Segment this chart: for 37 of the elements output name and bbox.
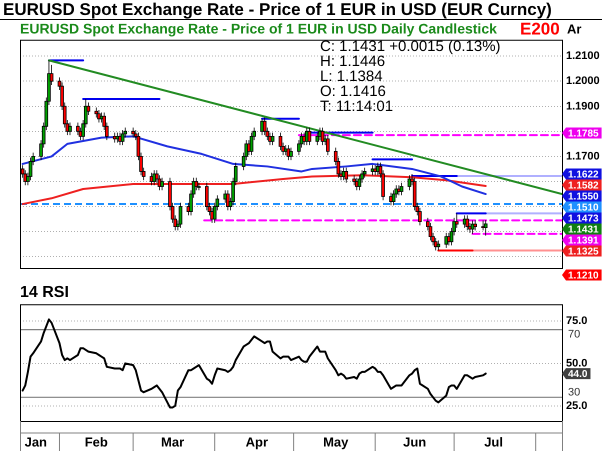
text: 1.1325 [568,246,600,258]
y-tick-label: 1.2000 [566,75,600,88]
y-tick-label: 1.1700 [566,150,600,162]
annotation: 44.0 [568,368,588,380]
text: Ar [567,22,582,37]
text: 1.1785 [568,128,600,140]
annotation: O: 1.1416 [320,83,386,100]
x-tick-label: May [323,434,350,450]
y-tick-label: 1.2100 [566,50,600,62]
annotation: H: 1.1446 [320,53,386,70]
text: 1.1210 [568,270,600,282]
x-tick-label: Apr [246,434,268,450]
text: 1.1622 [568,169,600,180]
text: 1.1391 [568,235,600,246]
text: 1.1473 [568,213,600,224]
x-tick-label: Mar [161,434,184,450]
text: 1.1431 [568,224,600,236]
annotation: L: 1.1384 [320,68,383,86]
chart-title: 14 RSI [20,284,69,302]
annotation: C: 1.1431 +0.0015 (0.13%) [320,38,501,56]
annotation: T: 11:14:01 [320,98,394,116]
y-tick-label: 75.0 [566,315,588,328]
chart-subtitle: EURUSD Spot Exchange Rate - Price of 1 EUR in USD Daily Candlestick [20,20,498,36]
chart-title: EURUSD Spot Exchange Rate - Price of 1 EUR in USD (EUR Curncy) [0,0,602,20]
x-tick-label: Feb [84,434,108,450]
ref-line-label: 70 [568,328,580,341]
x-tick-label: Jan [24,434,48,450]
ref-line-label: 1.1510 [568,202,600,214]
x-tick-label: Jun [403,434,426,450]
y-tick-label: 25.0 [566,400,588,412]
text: E200 [520,20,560,39]
y-tick-label: 1.1900 [566,100,600,112]
x-tick-label: Jul [484,434,503,450]
ref-line-label: 30 [568,386,580,398]
text: 1.1550 [568,191,600,202]
text: 1.1582 [568,180,600,192]
y-tick-label: 50.0 [566,357,588,370]
